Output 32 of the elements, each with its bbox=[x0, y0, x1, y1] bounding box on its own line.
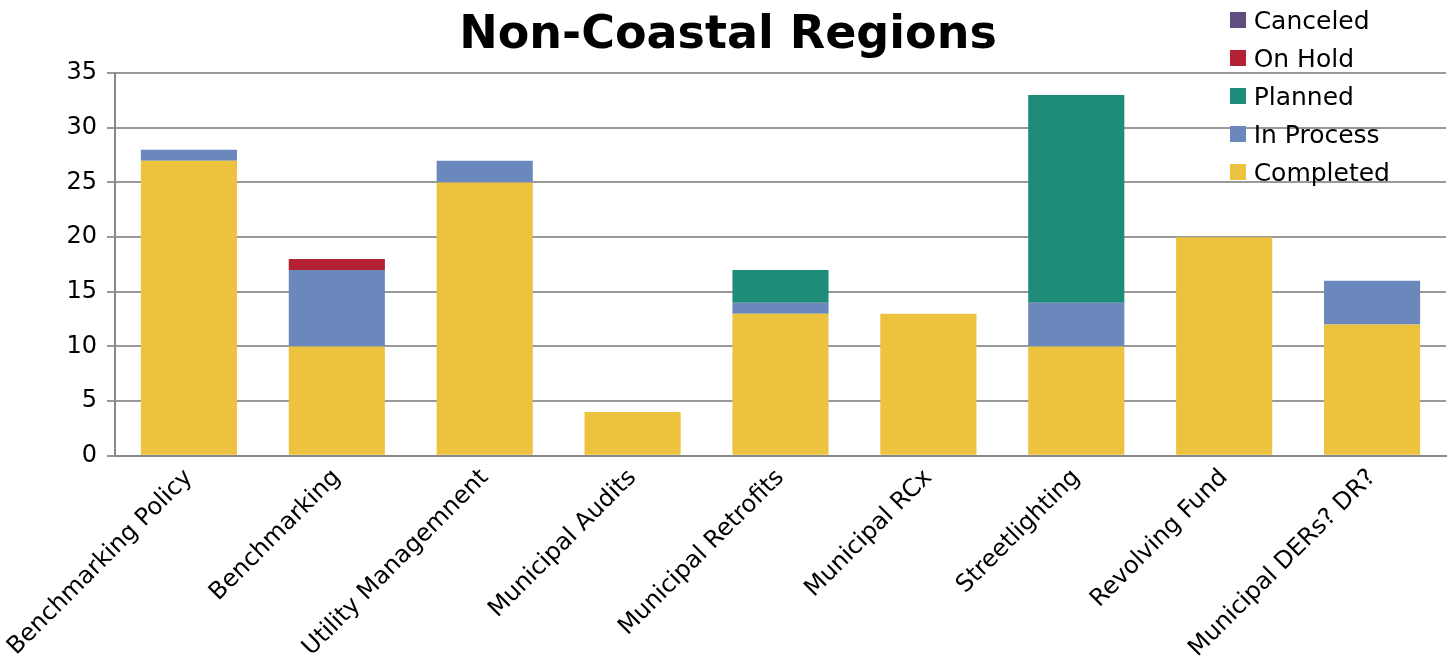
y-tick-label: 10 bbox=[66, 330, 97, 359]
bar bbox=[140, 149, 237, 161]
legend-label: Completed bbox=[1253, 157, 1390, 187]
bar bbox=[584, 412, 681, 455]
y-tick-label: 35 bbox=[66, 57, 97, 86]
y-tick-label: 5 bbox=[81, 385, 97, 414]
bar bbox=[436, 160, 533, 183]
legend-label: Canceled bbox=[1253, 5, 1370, 35]
bar bbox=[732, 313, 829, 455]
legend-label: On Hold bbox=[1253, 43, 1355, 73]
bar bbox=[1323, 324, 1421, 455]
bar bbox=[288, 259, 385, 270]
bar bbox=[288, 269, 385, 347]
legend-label: Planned bbox=[1253, 81, 1354, 111]
y-tick-label: 0 bbox=[81, 439, 97, 468]
legend-label: In Process bbox=[1253, 119, 1380, 149]
bar bbox=[436, 182, 533, 455]
bar bbox=[1323, 280, 1421, 325]
y-tick-label: 15 bbox=[66, 276, 97, 305]
y-tick-label: 25 bbox=[66, 166, 97, 195]
y-tick-label: 20 bbox=[66, 221, 97, 250]
bar bbox=[880, 313, 977, 455]
chart-title: Non-Coastal Regions bbox=[459, 4, 997, 59]
bar bbox=[1028, 302, 1125, 347]
bar bbox=[1028, 95, 1125, 303]
bar bbox=[288, 346, 385, 455]
bar bbox=[1176, 237, 1273, 455]
bar bbox=[1028, 346, 1125, 455]
bar bbox=[732, 302, 829, 314]
y-tick-label: 30 bbox=[66, 112, 97, 141]
bar bbox=[732, 269, 829, 303]
bar bbox=[140, 160, 237, 455]
